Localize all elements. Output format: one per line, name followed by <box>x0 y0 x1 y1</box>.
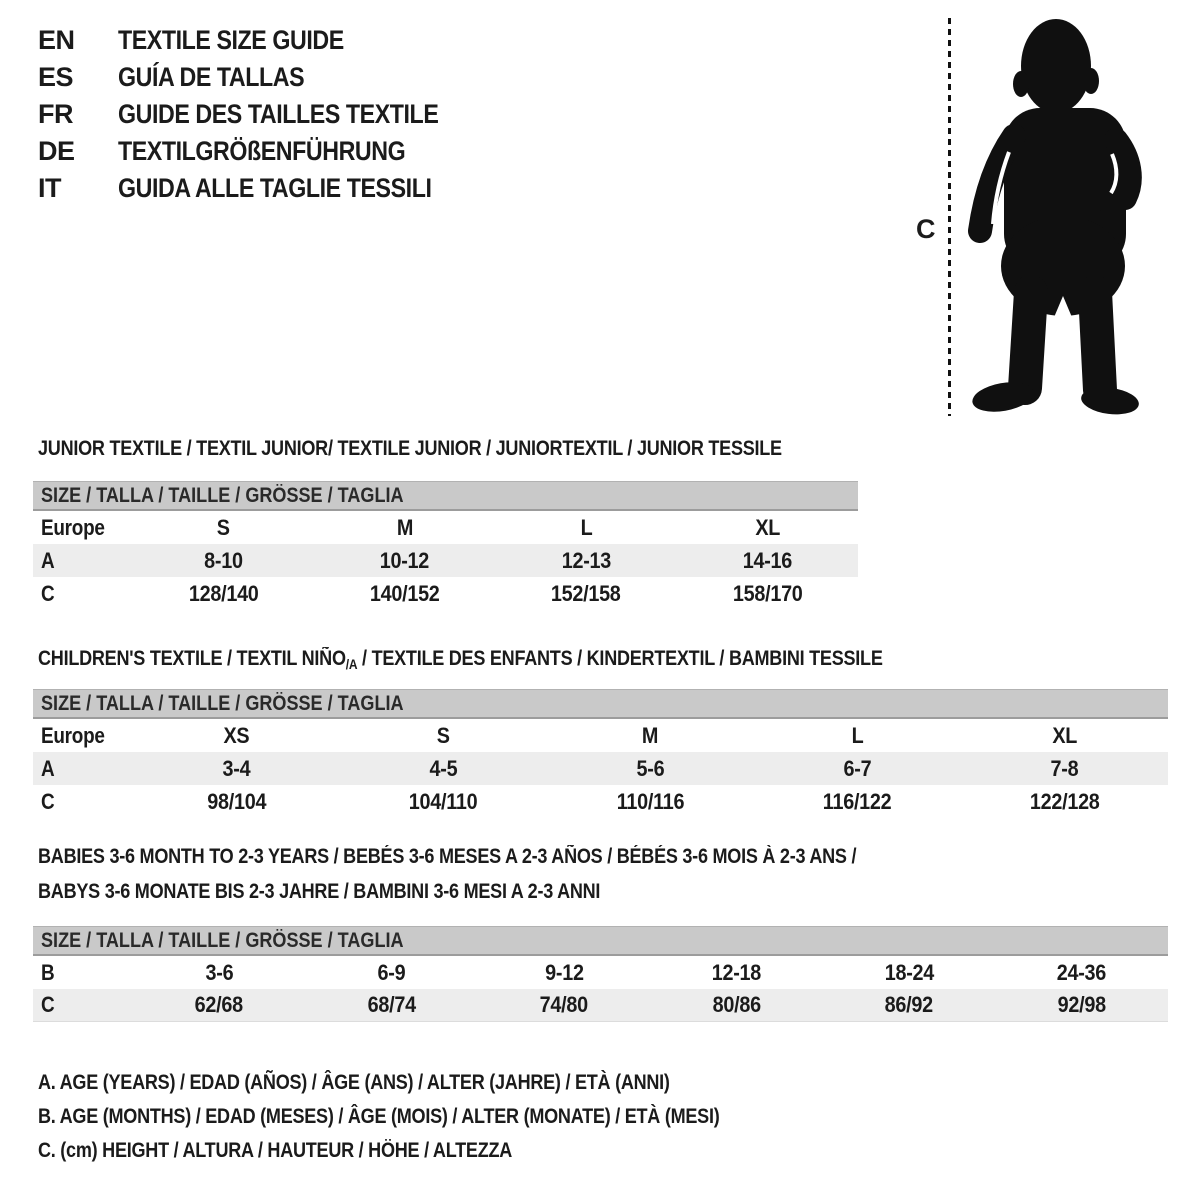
babies-size-header-bar: SIZE / TALLA / TAILLE / GRÖSSE / TAGLIA <box>33 926 1168 956</box>
children-size-table: SIZE / TALLA / TAILLE / GRÖSSE / TAGLIA … <box>33 689 1168 818</box>
value-cell: 86/92 <box>885 992 934 1017</box>
row-label: Europe <box>41 514 105 540</box>
junior-size-header-bar: SIZE / TALLA / TAILLE / GRÖSSE / TAGLIA <box>33 481 858 511</box>
row-label: B <box>41 959 55 985</box>
value-cell: 92/98 <box>1057 992 1106 1017</box>
language-label: GUÍA DE TALLAS <box>118 62 305 92</box>
value-cell: 68/74 <box>367 992 416 1017</box>
size-header-label: SIZE / TALLA / TAILLE / GRÖSSE / TAGLIA <box>41 483 404 507</box>
size-header-label: SIZE / TALLA / TAILLE / GRÖSSE / TAGLIA <box>41 928 404 952</box>
legend-line-a: A. AGE (YEARS) / EDAD (AÑOS) / ÂGE (ANS)… <box>38 1071 670 1094</box>
size-cell: XS <box>223 722 250 748</box>
value-cell: 18-24 <box>884 959 935 985</box>
value-cell: 104/110 <box>409 788 478 814</box>
language-code: DE <box>38 136 75 166</box>
value-cell: 98/104 <box>207 788 266 814</box>
value-cell: 14-16 <box>742 547 793 573</box>
junior-section-title: JUNIOR TEXTILE / TEXTIL JUNIOR/ TEXTILE … <box>38 437 782 460</box>
babies-section-title-line1: BABIES 3-6 MONTH TO 2-3 YEARS / BEBÉS 3-… <box>38 845 857 868</box>
row-label: C <box>41 992 55 1017</box>
value-cell: 128/140 <box>188 580 259 606</box>
value-cell: 5-6 <box>636 755 665 781</box>
height-measure-label: C <box>916 214 936 244</box>
language-label: TEXTILGRÖßENFÜHRUNG <box>118 136 406 166</box>
table-row-age-years: A 3-4 4-5 5-6 6-7 7-8 <box>33 752 1168 785</box>
value-cell: 7-8 <box>1050 755 1079 781</box>
children-section-title: CHILDREN'S TEXTILE / TEXTIL NIÑO/A / TEX… <box>38 647 883 672</box>
language-row-fr: FR GUIDE DES TAILLES TEXTILE <box>38 96 491 133</box>
value-cell: 152/158 <box>551 580 621 606</box>
size-cell: S <box>437 722 450 748</box>
height-measure-dashed-line <box>948 18 951 416</box>
value-cell: 110/116 <box>616 788 685 814</box>
size-cell: M <box>396 514 413 540</box>
table-row-europe: Europe S M L XL <box>33 511 858 544</box>
table-row-height-cm: C 128/140 140/152 152/158 158/170 <box>33 577 858 610</box>
row-label: A <box>41 755 55 781</box>
legend: A. AGE (YEARS) / EDAD (AÑOS) / ÂGE (ANS)… <box>38 1066 830 1168</box>
value-cell: 12-13 <box>561 547 611 573</box>
value-cell: 80/86 <box>712 992 761 1017</box>
value-cell: 12-18 <box>712 959 762 985</box>
size-cell: XL <box>1052 722 1077 748</box>
table-row-age-years: A 8-10 10-12 12-13 14-16 <box>33 544 858 577</box>
language-label: GUIDA ALLE TAGLIE TESSILI <box>118 173 432 203</box>
size-cell: S <box>217 514 231 540</box>
value-cell: 158/170 <box>732 580 803 606</box>
value-cell: 122/128 <box>1029 788 1100 814</box>
nino-a-subscript: /A <box>345 656 358 672</box>
value-cell: 6-9 <box>377 959 406 985</box>
size-cell: L <box>851 722 864 748</box>
value-cell: 140/152 <box>370 580 440 606</box>
row-label: Europe <box>41 722 105 748</box>
row-label: A <box>41 547 55 573</box>
language-row-it: IT GUIDA ALLE TAGLIE TESSILI <box>38 170 491 207</box>
value-cell: 9-12 <box>544 959 584 985</box>
size-header-label: SIZE / TALLA / TAILLE / GRÖSSE / TAGLIA <box>41 691 404 715</box>
value-cell: 8-10 <box>204 547 243 573</box>
table-row-height-cm: C 98/104 104/110 110/116 116/122 122/128 <box>33 785 1168 818</box>
value-cell: 6-7 <box>843 755 872 781</box>
language-code: ES <box>38 62 74 92</box>
value-cell: 3-4 <box>222 755 251 781</box>
language-code: IT <box>38 173 62 203</box>
language-list: EN TEXTILE SIZE GUIDE ES GUÍA DE TALLAS … <box>38 22 491 207</box>
language-label: TEXTILE SIZE GUIDE <box>118 25 344 55</box>
children-size-header-bar: SIZE / TALLA / TAILLE / GRÖSSE / TAGLIA <box>33 689 1168 719</box>
language-label: GUIDE DES TAILLES TEXTILE <box>118 99 439 129</box>
table-row-height-cm: C 62/68 68/74 74/80 80/86 86/92 92/98 <box>33 989 1168 1022</box>
junior-size-table: SIZE / TALLA / TAILLE / GRÖSSE / TAGLIA … <box>33 481 858 610</box>
legend-line-b: B. AGE (MONTHS) / EDAD (MESES) / ÂGE (MO… <box>38 1105 720 1128</box>
value-cell: 74/80 <box>540 992 589 1017</box>
row-label: C <box>41 788 55 814</box>
size-cell: L <box>580 514 593 540</box>
value-cell: 3-6 <box>205 959 234 985</box>
language-code: FR <box>38 99 74 129</box>
table-row-age-months: B 3-6 6-9 9-12 12-18 18-24 24-36 <box>33 956 1168 989</box>
language-code: EN <box>38 25 75 55</box>
legend-line-c: C. (cm) HEIGHT / ALTURA / HAUTEUR / HÖHE… <box>38 1139 513 1162</box>
table-row-europe: Europe XS S M L XL <box>33 719 1168 752</box>
baby-silhouette-icon <box>968 19 1142 415</box>
size-cell: M <box>642 722 659 748</box>
row-label: C <box>41 580 55 606</box>
value-cell: 4-5 <box>429 755 458 781</box>
language-row-de: DE TEXTILGRÖßENFÜHRUNG <box>38 133 491 170</box>
value-cell: 10-12 <box>380 547 430 573</box>
value-cell: 62/68 <box>195 992 244 1017</box>
language-row-en: EN TEXTILE SIZE GUIDE <box>38 22 491 59</box>
value-cell: 116/122 <box>823 788 892 814</box>
value-cell: 24-36 <box>1057 959 1107 985</box>
babies-size-table: SIZE / TALLA / TAILLE / GRÖSSE / TAGLIA … <box>33 926 1168 1022</box>
language-row-es: ES GUÍA DE TALLAS <box>38 59 491 96</box>
babies-section-title-line2: BABYS 3-6 MONATE BIS 2-3 JAHRE / BAMBINI… <box>38 880 601 903</box>
size-cell: XL <box>754 514 780 540</box>
